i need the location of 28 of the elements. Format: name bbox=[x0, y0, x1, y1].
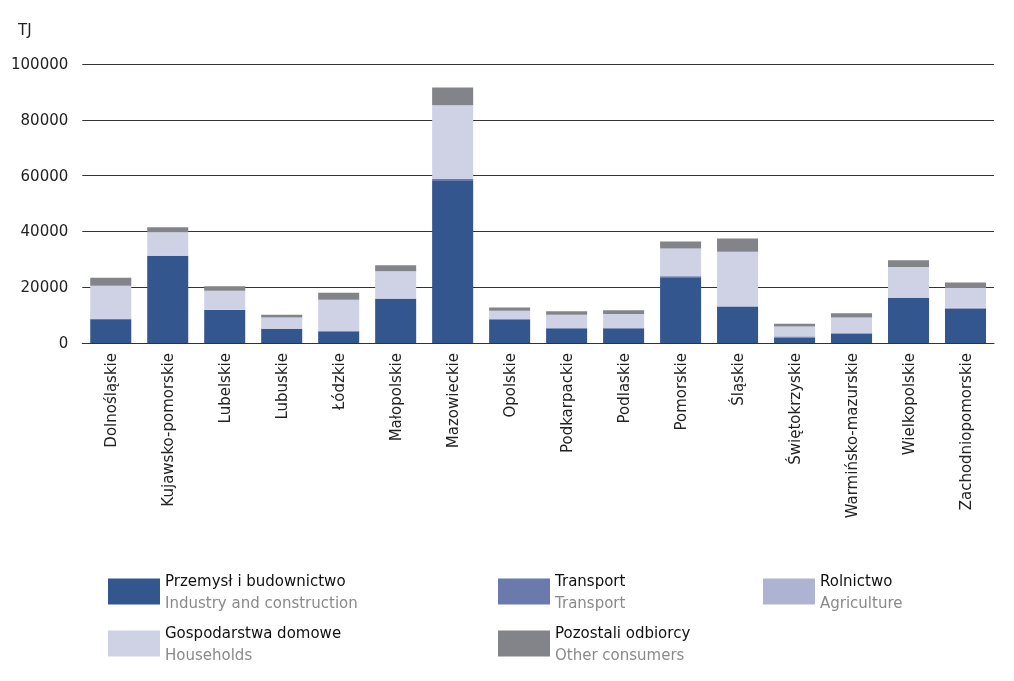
y-tick-label: 20000 bbox=[20, 278, 69, 297]
y-tick-label: 60000 bbox=[20, 166, 69, 185]
legend-label: Rolnictwo Agriculture bbox=[820, 571, 903, 612]
x-tick-label: Pomorskie bbox=[671, 353, 690, 431]
x-tick-label: Śląskie bbox=[727, 353, 747, 406]
x-tick-label: Łódzkie bbox=[329, 353, 348, 412]
legend-label: Pozostali odbiorcy Other consumers bbox=[555, 623, 691, 664]
y-axis-title: TJ bbox=[17, 20, 32, 39]
y-tick-label: 80000 bbox=[20, 110, 69, 129]
x-tick-label: Wielkopolskie bbox=[899, 353, 918, 456]
x-tick-label: Zachodniopomorskie bbox=[956, 353, 975, 511]
x-tick-label: Małopolskie bbox=[386, 353, 405, 442]
x-tick-label: Kujawsko-pomorskie bbox=[158, 353, 177, 507]
legend-label: Gospodarstwa domowe Households bbox=[165, 623, 342, 664]
x-tick-label: Opolskie bbox=[500, 353, 519, 418]
x-tick-label: Podlaskie bbox=[614, 353, 633, 424]
x-tick-label: Lubuskie bbox=[272, 353, 291, 420]
x-tick-label: Warmińsko-mazurskie bbox=[842, 353, 861, 519]
y-tick-label: 0 bbox=[58, 334, 69, 352]
x-tick-label: Podkarpackie bbox=[557, 353, 576, 454]
legend-label: Transport Transport bbox=[554, 571, 626, 612]
y-tick-label: 100000 bbox=[11, 55, 69, 73]
y-tick-label: 40000 bbox=[20, 222, 69, 241]
x-tick-label: Dolnośląskie bbox=[101, 353, 120, 448]
x-tick-label: Mazowieckie bbox=[443, 353, 462, 449]
x-tick-label: Lubelskie bbox=[215, 353, 234, 424]
legend-label: Przemysł i budownictwo Industry and construction bbox=[165, 571, 358, 612]
x-tick-label: Świętokrzyskie bbox=[784, 353, 804, 465]
